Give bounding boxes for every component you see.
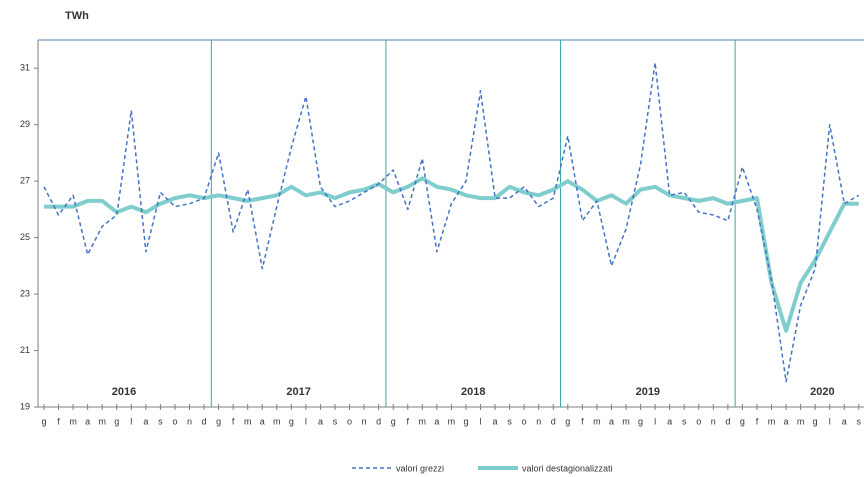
- x-tick-label: a: [85, 416, 90, 426]
- x-tick-label: f: [406, 416, 409, 426]
- x-tick-label: l: [654, 416, 656, 426]
- x-tick-label: s: [158, 416, 163, 426]
- x-tick-label: a: [842, 416, 847, 426]
- x-tick-label: o: [347, 416, 352, 426]
- x-tick-label: l: [480, 416, 482, 426]
- x-tick-label: o: [522, 416, 527, 426]
- x-tick-label: a: [434, 416, 439, 426]
- y-tick-label: 21: [20, 345, 30, 355]
- x-tick-label: m: [244, 416, 252, 426]
- y-tick-label: 29: [20, 119, 30, 129]
- x-tick-label: d: [725, 416, 730, 426]
- year-label: 2016: [112, 386, 136, 398]
- x-tick-label: f: [581, 416, 584, 426]
- x-tick-label: o: [696, 416, 701, 426]
- x-tick-label: l: [305, 416, 307, 426]
- y-tick-label: 19: [20, 401, 30, 411]
- x-tick-label: f: [57, 416, 60, 426]
- x-tick-label: a: [609, 416, 614, 426]
- legend-label: valori grezzi: [396, 463, 444, 473]
- x-tick-label: m: [622, 416, 630, 426]
- x-tick-label: d: [202, 416, 207, 426]
- x-tick-label: s: [333, 416, 338, 426]
- x-tick-label: g: [463, 416, 468, 426]
- x-tick-label: g: [114, 416, 119, 426]
- y-tick-label: 27: [20, 176, 30, 186]
- x-tick-label: g: [565, 416, 570, 426]
- x-tick-label: f: [232, 416, 235, 426]
- x-tick-label: m: [797, 416, 805, 426]
- series-line: [43, 61, 860, 383]
- x-tick-label: a: [260, 416, 265, 426]
- y-axis-label: TWh: [65, 10, 89, 22]
- x-tick-label: s: [507, 416, 512, 426]
- series-line: [44, 176, 859, 333]
- x-tick-label: g: [740, 416, 745, 426]
- x-tick-label: g: [391, 416, 396, 426]
- x-tick-label: d: [551, 416, 556, 426]
- y-tick-label: 31: [20, 63, 30, 73]
- x-tick-label: n: [536, 416, 541, 426]
- x-tick-label: g: [813, 416, 818, 426]
- x-tick-label: d: [376, 416, 381, 426]
- legend-label: valori destagionalizzati: [522, 463, 613, 473]
- x-tick-label: n: [711, 416, 716, 426]
- x-tick-label: a: [318, 416, 323, 426]
- y-tick-label: 25: [20, 232, 30, 242]
- year-label: 2020: [810, 386, 834, 398]
- x-tick-label: m: [768, 416, 776, 426]
- x-tick-label: m: [69, 416, 77, 426]
- year-label: 2018: [461, 386, 485, 398]
- x-tick-label: a: [784, 416, 789, 426]
- x-tick-label: m: [593, 416, 601, 426]
- x-tick-label: m: [273, 416, 281, 426]
- y-tick-label: 23: [20, 288, 30, 298]
- x-tick-label: m: [448, 416, 456, 426]
- x-tick-label: a: [493, 416, 498, 426]
- x-tick-label: s: [857, 416, 862, 426]
- x-tick-label: s: [682, 416, 687, 426]
- x-tick-label: l: [130, 416, 132, 426]
- x-tick-label: g: [216, 416, 221, 426]
- x-tick-label: a: [143, 416, 148, 426]
- x-tick-label: n: [187, 416, 192, 426]
- x-tick-label: a: [667, 416, 672, 426]
- x-tick-label: m: [419, 416, 427, 426]
- x-tick-label: n: [362, 416, 367, 426]
- x-tick-label: g: [289, 416, 294, 426]
- year-label: 2017: [286, 386, 310, 398]
- x-tick-label: f: [756, 416, 759, 426]
- x-tick-label: g: [41, 416, 46, 426]
- x-tick-label: g: [638, 416, 643, 426]
- year-label: 2019: [636, 386, 660, 398]
- x-tick-label: o: [172, 416, 177, 426]
- x-tick-label: l: [829, 416, 831, 426]
- x-tick-label: m: [98, 416, 106, 426]
